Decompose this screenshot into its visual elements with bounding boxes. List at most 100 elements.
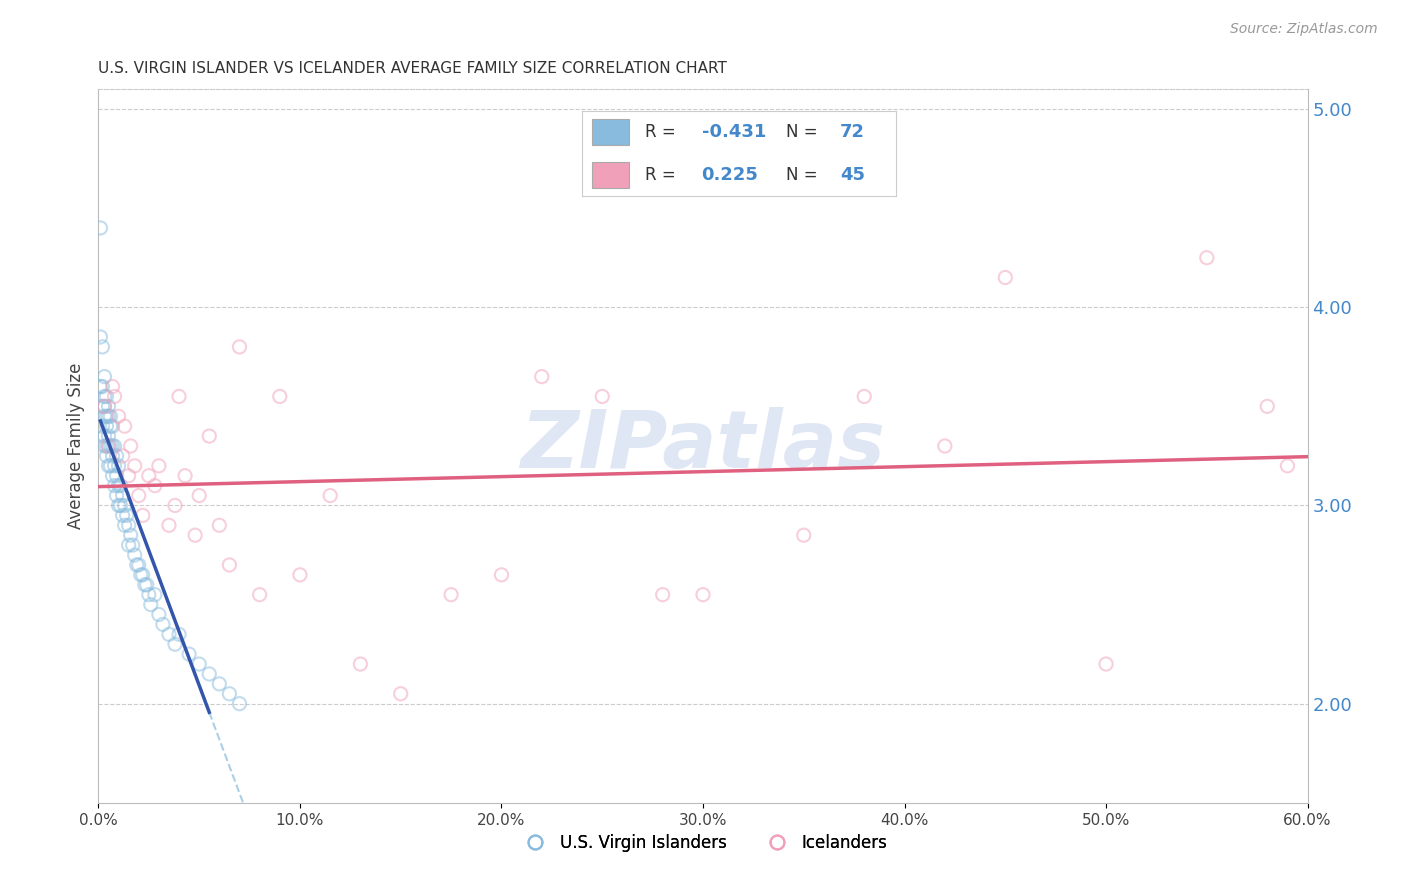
Point [93, 369, 115, 384]
Point [651, 588, 673, 602]
Point [97, 439, 120, 453]
Point [107, 499, 129, 513]
Point [118, 468, 141, 483]
Point [135, 578, 157, 592]
Point [389, 687, 412, 701]
Point [121, 538, 143, 552]
Point [101, 449, 124, 463]
Point [167, 389, 190, 403]
Point [530, 369, 553, 384]
Point [188, 657, 211, 671]
Point [124, 548, 146, 562]
Point [89, 221, 111, 235]
Point [105, 468, 128, 483]
Point [152, 617, 174, 632]
Point [934, 439, 956, 453]
Point [89, 330, 111, 344]
Point [103, 439, 125, 453]
Point [100, 439, 122, 453]
Point [96, 419, 118, 434]
Point [319, 489, 342, 503]
Point [120, 528, 142, 542]
Point [114, 499, 136, 513]
Point [198, 667, 221, 681]
Point [96, 409, 118, 424]
Point [93, 429, 115, 443]
Text: ZIPatlas: ZIPatlas [520, 407, 886, 485]
Point [93, 389, 115, 403]
Point [188, 489, 211, 503]
Point [114, 518, 136, 533]
Point [218, 558, 240, 572]
Point [101, 468, 124, 483]
Point [179, 647, 201, 661]
Point [111, 449, 134, 463]
Point [440, 588, 463, 602]
Point [101, 419, 124, 434]
Point [103, 389, 125, 403]
Point [143, 588, 166, 602]
Point [111, 489, 134, 503]
Point [128, 489, 150, 503]
Point [1195, 251, 1218, 265]
Point [148, 607, 170, 622]
Point [128, 558, 150, 572]
Point [208, 677, 231, 691]
Point [349, 657, 371, 671]
Point [157, 627, 180, 641]
Point [120, 439, 142, 453]
Point [124, 458, 146, 473]
Point [174, 468, 197, 483]
Point [93, 400, 115, 414]
Point [198, 429, 221, 443]
Point [93, 409, 115, 424]
Point [163, 637, 186, 651]
Point [129, 567, 152, 582]
Point [167, 627, 190, 641]
Point [110, 499, 132, 513]
Point [157, 518, 180, 533]
Text: U.S. VIRGIN ISLANDER VS ICELANDER AVERAGE FAMILY SIZE CORRELATION CHART: U.S. VIRGIN ISLANDER VS ICELANDER AVERAG… [98, 61, 727, 76]
Point [591, 389, 613, 403]
Point [853, 389, 876, 403]
Point [208, 518, 231, 533]
Point [97, 458, 120, 473]
Point [491, 567, 513, 582]
Point [96, 389, 118, 403]
Point [143, 478, 166, 492]
Point [91, 340, 114, 354]
Point [110, 478, 132, 492]
Point [994, 270, 1017, 285]
Legend: U.S. Virgin Islanders, Icelanders: U.S. Virgin Islanders, Icelanders [512, 828, 894, 859]
Point [107, 458, 129, 473]
Point [97, 409, 120, 424]
Point [138, 588, 160, 602]
Point [97, 400, 120, 414]
Point [132, 508, 155, 523]
Point [139, 598, 162, 612]
Point [118, 538, 141, 552]
Point [103, 458, 125, 473]
Point [218, 687, 240, 701]
Point [93, 400, 115, 414]
Point [100, 419, 122, 434]
Point [91, 379, 114, 393]
Text: Source: ZipAtlas.com: Source: ZipAtlas.com [1230, 22, 1378, 37]
Point [114, 419, 136, 434]
Point [101, 379, 124, 393]
Point [97, 439, 120, 453]
Point [288, 567, 311, 582]
Point [93, 439, 115, 453]
Point [105, 449, 128, 463]
Point [269, 389, 291, 403]
Point [249, 588, 271, 602]
Point [125, 558, 148, 572]
Point [163, 499, 186, 513]
Point [103, 478, 125, 492]
Point [184, 528, 207, 542]
Point [97, 429, 120, 443]
Point [89, 379, 111, 393]
Point [793, 528, 815, 542]
Point [692, 588, 714, 602]
Point [132, 567, 155, 582]
